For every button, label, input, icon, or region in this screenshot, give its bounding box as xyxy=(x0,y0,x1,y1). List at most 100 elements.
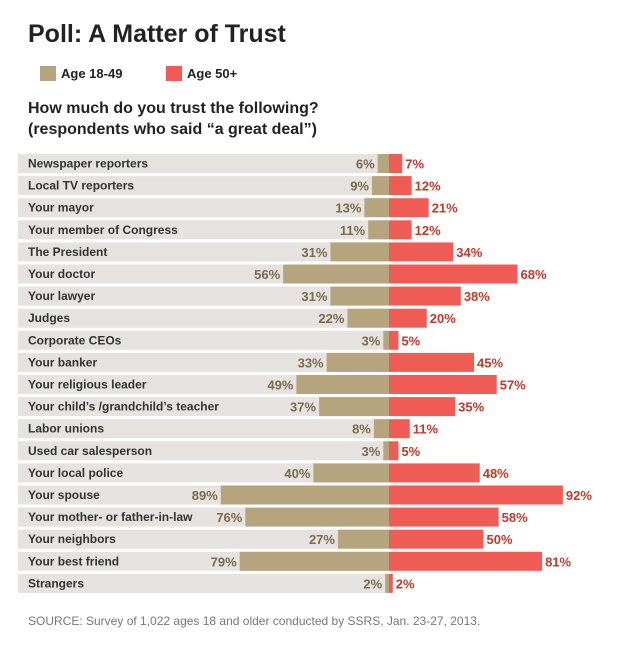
bar-age-18-49 xyxy=(330,286,389,306)
bar-age-18-49 xyxy=(283,264,389,284)
bar-age-50-plus xyxy=(389,463,480,483)
bar-age-18-49 xyxy=(326,352,389,372)
category-label: Labor unions xyxy=(28,422,104,436)
bar-age-50-plus xyxy=(389,397,456,417)
row-background xyxy=(18,573,388,593)
value-label-age-50-plus: 12% xyxy=(415,179,441,194)
category-label: Newspaper reporters xyxy=(28,157,148,171)
value-label-age-18-49: 49% xyxy=(267,378,293,393)
bar-age-50-plus xyxy=(389,154,403,173)
value-label-age-50-plus: 48% xyxy=(483,466,509,481)
value-label-age-18-49: 56% xyxy=(254,267,280,282)
row-background xyxy=(18,529,388,549)
bar-age-18-49 xyxy=(368,220,389,240)
category-label: Your religious leader xyxy=(28,378,147,392)
bar-age-50-plus xyxy=(389,352,475,372)
value-label-age-18-49: 33% xyxy=(298,355,324,370)
category-label: Your mayor xyxy=(28,201,94,215)
bar-age-50-plus xyxy=(389,441,399,461)
bar-age-50-plus xyxy=(389,507,499,527)
bar-age-50-plus xyxy=(389,242,454,262)
bar-age-50-plus xyxy=(389,286,461,306)
legend-label-young: Age 18-49 xyxy=(61,66,123,81)
bar-age-18-49 xyxy=(383,441,389,461)
category-label: Your neighbors xyxy=(28,532,116,546)
row-background xyxy=(18,308,388,328)
legend-label-old: Age 50+ xyxy=(187,66,238,81)
value-label-age-18-49: 89% xyxy=(192,488,218,503)
chart-subtitle: How much do you trust the following? (re… xyxy=(28,98,319,140)
bar-age-18-49 xyxy=(385,573,389,593)
value-label-age-18-49: 3% xyxy=(362,333,381,348)
value-label-age-18-49: 8% xyxy=(352,422,371,437)
row-background xyxy=(18,198,388,218)
value-label-age-18-49: 11% xyxy=(340,223,366,238)
row-background xyxy=(18,419,388,439)
row-background xyxy=(18,154,388,173)
legend-swatch-old xyxy=(166,66,182,81)
bar-age-50-plus xyxy=(389,308,427,328)
category-label: Strangers xyxy=(28,576,84,590)
value-label-age-50-plus: 5% xyxy=(401,333,420,348)
value-label-age-18-49: 76% xyxy=(216,510,242,525)
bar-age-18-49 xyxy=(313,463,389,483)
bar-age-50-plus xyxy=(389,176,412,196)
bar-age-18-49 xyxy=(364,198,389,218)
bar-age-50-plus xyxy=(389,573,393,593)
row-background xyxy=(18,330,388,350)
value-label-age-50-plus: 68% xyxy=(521,267,547,282)
source-note: SOURCE: Survey of 1,022 ages 18 and olde… xyxy=(28,614,481,628)
bar-age-50-plus xyxy=(389,419,410,439)
category-label: Your doctor xyxy=(28,267,95,281)
category-label: Your best friend xyxy=(28,554,119,568)
value-label-age-50-plus: 58% xyxy=(502,510,528,525)
category-label: Your lawyer xyxy=(28,289,95,303)
value-label-age-50-plus: 92% xyxy=(566,488,592,503)
value-label-age-50-plus: 35% xyxy=(458,400,484,415)
subtitle-line-2: (respondents who said “a great deal”) xyxy=(28,121,317,138)
value-label-age-50-plus: 2% xyxy=(396,576,415,591)
value-label-age-50-plus: 45% xyxy=(477,355,503,370)
value-label-age-18-49: 3% xyxy=(362,444,381,459)
bar-age-50-plus xyxy=(389,485,563,505)
value-label-age-50-plus: 50% xyxy=(487,532,513,547)
row-background xyxy=(18,286,388,306)
category-label: Local TV reporters xyxy=(28,179,134,193)
value-label-age-18-49: 13% xyxy=(335,201,361,216)
chart-title: Poll: A Matter of Trust xyxy=(28,20,286,48)
value-label-age-50-plus: 20% xyxy=(430,311,456,326)
value-label-age-18-49: 2% xyxy=(363,576,382,591)
bar-age-50-plus xyxy=(389,330,399,350)
value-label-age-50-plus: 7% xyxy=(405,157,424,172)
value-label-age-18-49: 37% xyxy=(290,400,316,415)
value-label-age-18-49: 40% xyxy=(284,466,310,481)
value-label-age-18-49: 9% xyxy=(350,179,369,194)
category-label: Corporate CEOs xyxy=(28,333,122,347)
category-label: Your member of Congress xyxy=(28,223,178,237)
bar-age-18-49 xyxy=(383,330,389,350)
value-label-age-50-plus: 38% xyxy=(464,289,490,304)
row-background xyxy=(18,176,388,196)
row-background xyxy=(18,352,388,372)
bar-age-18-49 xyxy=(220,485,389,505)
bar-age-18-49 xyxy=(347,308,389,328)
subtitle-line-1: How much do you trust the following? xyxy=(28,100,319,117)
legend-swatch-young xyxy=(40,66,56,81)
value-label-age-18-49: 31% xyxy=(301,245,327,260)
category-label: Your mother- or father-in-law xyxy=(28,510,193,524)
value-label-age-50-plus: 11% xyxy=(413,422,439,437)
bar-age-50-plus xyxy=(389,264,518,284)
bar-age-18-49 xyxy=(239,551,389,571)
value-label-age-50-plus: 21% xyxy=(432,201,458,216)
bar-age-18-49 xyxy=(371,176,389,196)
value-label-age-50-plus: 57% xyxy=(500,378,526,393)
value-label-age-18-49: 31% xyxy=(301,289,327,304)
value-label-age-18-49: 79% xyxy=(211,554,237,569)
bar-age-50-plus xyxy=(389,551,543,571)
row-background xyxy=(18,463,388,483)
bar-age-18-49 xyxy=(330,242,389,262)
value-label-age-50-plus: 81% xyxy=(545,554,571,569)
row-background xyxy=(18,242,388,262)
category-label: Your local police xyxy=(28,466,123,480)
